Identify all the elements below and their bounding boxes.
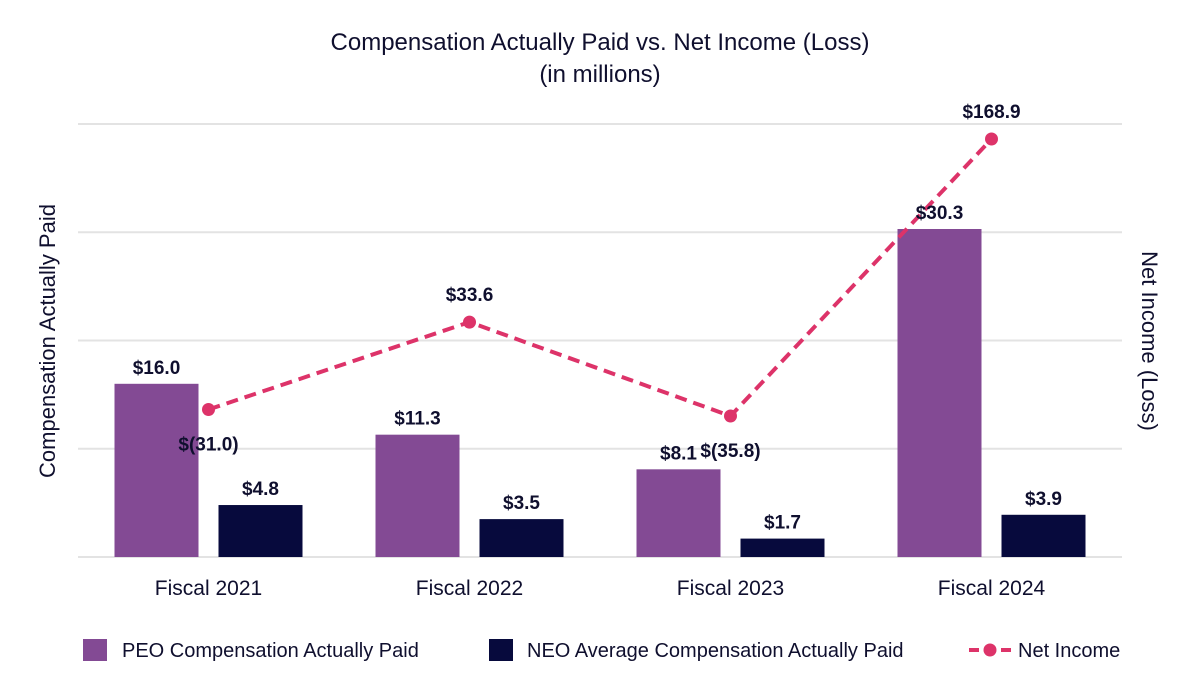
- peo-bar: [114, 383, 199, 557]
- x-tick-label: Fiscal 2021: [155, 577, 262, 600]
- legend-label-net-income: Net Income: [1018, 640, 1120, 662]
- peo-bar: [375, 434, 460, 557]
- chart-title: Compensation Actually Paid vs. Net Incom…: [331, 29, 870, 56]
- neo-bar-label: $1.7: [764, 513, 801, 534]
- neo-bar-label: $3.5: [503, 493, 540, 514]
- net-income-point: [724, 409, 737, 423]
- bars: [114, 229, 1086, 557]
- net-income-point: [202, 403, 215, 417]
- net-income-series-line: [207, 137, 993, 419]
- peo-bar-label: $8.1: [660, 443, 697, 464]
- legend-swatch-net-income-point: [983, 643, 997, 657]
- net-income-label: $(31.0): [178, 435, 238, 456]
- x-tick-label: Fiscal 2023: [677, 577, 784, 600]
- net-income-label: $(35.8): [700, 441, 760, 462]
- net-income-label: $168.9: [962, 102, 1020, 123]
- peo-bar: [897, 229, 982, 557]
- neo-bar: [218, 505, 303, 557]
- x-axis-ticks: Fiscal 2021 Fiscal 2022 Fiscal 2023 Fiscal …: [155, 577, 1046, 600]
- chart-subtitle: (in millions): [539, 61, 660, 88]
- y2-axis-title: Net Income (Loss): [1137, 251, 1162, 431]
- legend-label-peo: PEO Compensation Actually Paid: [122, 640, 419, 662]
- neo-bar: [479, 519, 564, 557]
- peo-bar-label: $30.3: [916, 203, 964, 224]
- net-income-point: [463, 315, 476, 329]
- net-income-label: $33.6: [446, 285, 494, 306]
- data-labels: $16.0 $4.8 $11.3 $3.5 $8.1 $1.7 $30.3 $3.9 $(31.…: [133, 102, 1062, 534]
- legend-label-neo: NEO Average Compensation Actually Paid: [527, 640, 904, 662]
- neo-bar-label: $3.9: [1025, 489, 1062, 510]
- net-income-line: [202, 132, 998, 423]
- y-axis-title: Compensation Actually Paid: [35, 204, 60, 478]
- net-income-point: [985, 132, 998, 146]
- x-tick-label: Fiscal 2024: [938, 577, 1046, 600]
- neo-bar-label: $4.8: [242, 479, 279, 500]
- neo-bar: [740, 538, 825, 557]
- peo-bar-label: $16.0: [133, 358, 181, 379]
- neo-bar: [1001, 514, 1086, 557]
- legend: PEO Compensation Actually Paid NEO Averag…: [83, 639, 1120, 662]
- peo-bar: [636, 469, 721, 557]
- legend-swatch-neo: [489, 639, 513, 661]
- x-tick-label: Fiscal 2022: [416, 577, 523, 600]
- legend-swatch-peo: [83, 639, 107, 661]
- peo-bar-label: $11.3: [394, 409, 441, 430]
